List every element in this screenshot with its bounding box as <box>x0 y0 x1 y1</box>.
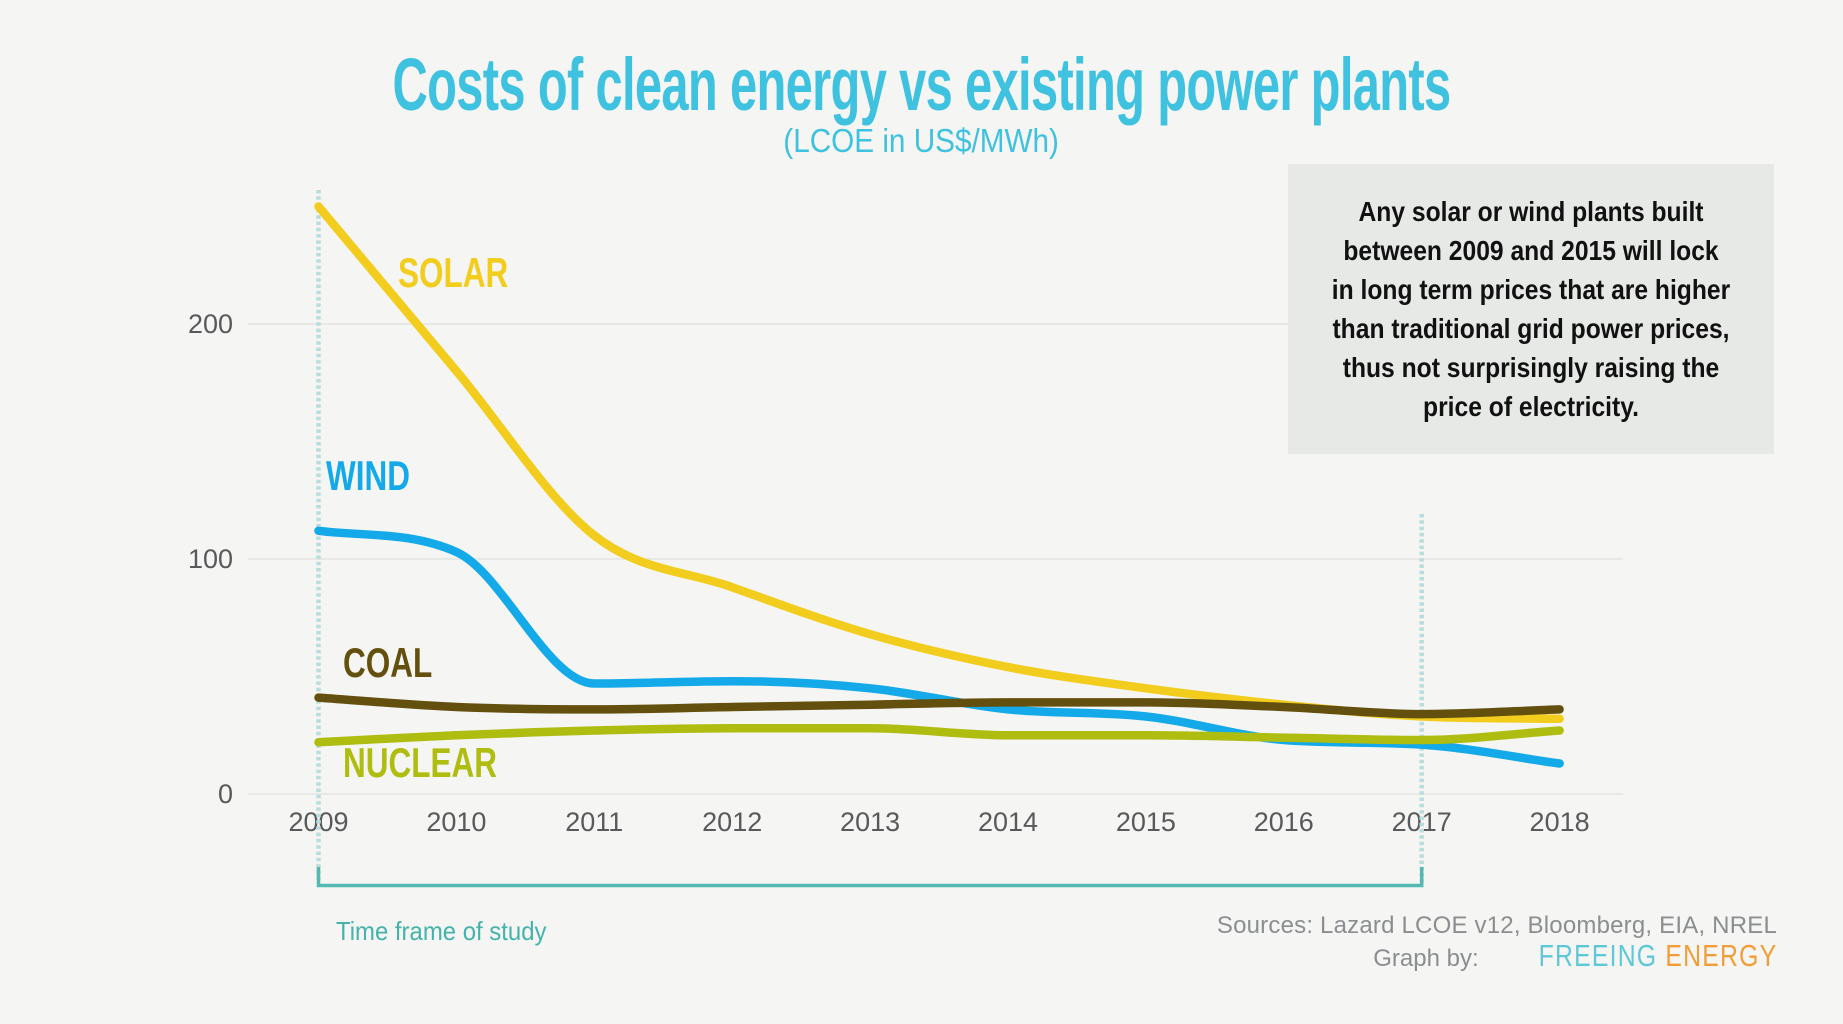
page-subtitle-text: (LCOE in US$/MWh) <box>783 122 1060 159</box>
sources-text: Sources: Lazard LCOE v12, Bloomberg, EIA… <box>1216 912 1777 939</box>
series-line-nuclear <box>314 723 1564 747</box>
annotation-box-text: Any solar or wind plants built between 2… <box>1331 196 1731 422</box>
x-tick-label-2013: 2013 <box>840 807 900 837</box>
brand-logo: FREEING ENERGY <box>1538 938 1777 974</box>
series-label-wind: WIND <box>326 452 410 499</box>
page-title-text: Costs of clean energy vs existing power … <box>392 43 1451 126</box>
y-tick-label-200: 200 <box>188 309 233 339</box>
y-tick-label-0: 0 <box>218 779 233 809</box>
brand-word-freeing: FREEING <box>1538 938 1657 973</box>
series-line-coal <box>314 693 1564 719</box>
series-label-solar: SOLAR <box>398 249 509 296</box>
timeframe-label: Time frame of study <box>336 916 547 946</box>
page-subtitle: (LCOE in US$/MWh) <box>0 122 1843 160</box>
x-tick-label-2010: 2010 <box>426 807 486 837</box>
y-tick-label-100: 100 <box>188 544 233 574</box>
x-tick-label-2015: 2015 <box>1116 807 1176 837</box>
brand-space <box>1657 938 1665 973</box>
series-label-coal: COAL <box>343 639 433 686</box>
timeframe-bracket <box>316 867 1424 888</box>
x-tick-label-2018: 2018 <box>1530 807 1590 837</box>
x-tick-label-2011: 2011 <box>565 807 623 837</box>
x-tick-label-2012: 2012 <box>702 807 762 837</box>
annotation-box: Any solar or wind plants built between 2… <box>1288 164 1774 454</box>
page-title: Costs of clean energy vs existing power … <box>0 42 1843 127</box>
x-tick-label-2016: 2016 <box>1254 807 1314 837</box>
graph-by-label: Graph by: <box>1373 945 1479 972</box>
brand-word-energy: ENERGY <box>1665 938 1777 973</box>
series-label-nuclear: NUCLEAR <box>343 739 497 786</box>
graph-by-line: Graph by: FREEING ENERGY <box>1373 938 1777 974</box>
x-tick-label-2014: 2014 <box>978 807 1038 837</box>
